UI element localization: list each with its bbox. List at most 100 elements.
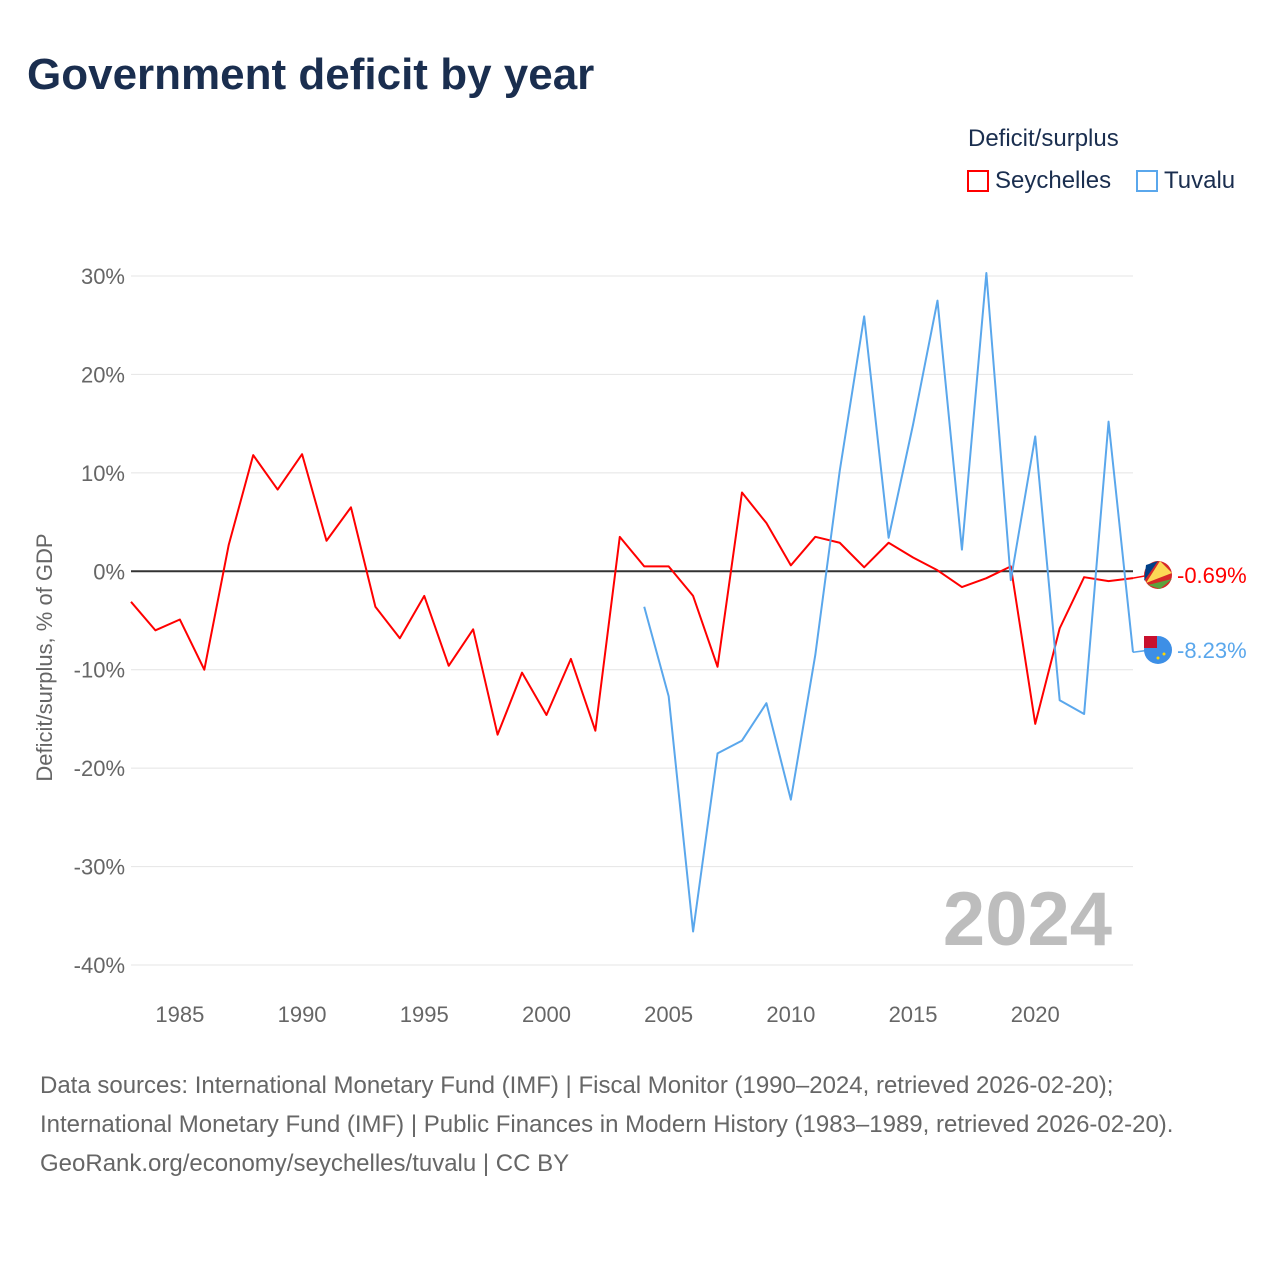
legend-swatch — [967, 170, 989, 192]
data-point — [862, 565, 866, 569]
data-point — [740, 491, 744, 495]
data-point — [202, 668, 206, 672]
data-point — [593, 729, 597, 733]
y-tick-label: 10% — [81, 461, 125, 486]
data-point — [1082, 575, 1086, 579]
data-point — [544, 713, 548, 717]
legend-swatch — [1136, 170, 1158, 192]
data-point — [398, 636, 402, 640]
data-point — [1058, 698, 1062, 702]
data-point — [520, 671, 524, 675]
y-tick-label: 0% — [93, 559, 125, 584]
data-point — [447, 664, 451, 668]
data-point — [349, 505, 353, 509]
data-point — [716, 665, 720, 669]
flag-star — [1156, 656, 1160, 660]
data-point — [887, 541, 891, 545]
data-point — [984, 576, 988, 580]
data-point — [764, 521, 768, 525]
data-point — [862, 314, 866, 318]
data-point — [716, 751, 720, 755]
data-point — [691, 594, 695, 598]
credit-link[interactable]: GeoRank.org/economy/seychelles/tuvalu | … — [40, 1150, 570, 1177]
x-tick-label: 1995 — [400, 1002, 449, 1027]
data-point — [227, 543, 231, 547]
data-point — [618, 535, 622, 539]
data-point — [1033, 722, 1037, 726]
flag-stripe — [1144, 561, 1158, 581]
data-point — [691, 930, 695, 934]
data-point — [642, 605, 646, 609]
data-point — [764, 701, 768, 705]
data-point — [642, 564, 646, 568]
data-point — [300, 452, 304, 456]
data-point — [911, 556, 915, 560]
data-point — [960, 548, 964, 552]
x-tick-label: 2005 — [644, 1002, 693, 1027]
data-point — [422, 594, 426, 598]
data-point — [1107, 579, 1111, 583]
x-tick-label: 2020 — [1011, 1002, 1060, 1027]
x-tick-label: 2015 — [889, 1002, 938, 1027]
data-point — [178, 618, 182, 622]
legend-item-tuvalu[interactable]: Tuvalu — [1136, 167, 1235, 195]
data-point — [276, 488, 280, 492]
data-point — [667, 694, 671, 698]
flag-stripe — [1146, 561, 1172, 583]
data-point — [471, 627, 475, 631]
end-value-label: -8.23% — [1177, 638, 1247, 663]
data-sources: Data sources: International Monetary Fun… — [40, 1072, 1174, 1138]
chart-title: Government deficit by year — [27, 50, 595, 99]
data-point — [325, 539, 329, 543]
y-tick-label: 20% — [81, 362, 125, 387]
y-axis-label: Deficit/surplus, % of GDP — [32, 533, 57, 781]
data-point — [1107, 420, 1111, 424]
legend-item-seychelles[interactable]: Seychelles — [967, 167, 1111, 195]
flag-star — [1162, 652, 1166, 656]
legend-label: Tuvalu — [1164, 167, 1236, 194]
data-point — [935, 568, 939, 572]
data-point — [1058, 626, 1062, 630]
data-point — [496, 733, 500, 737]
data-point — [667, 564, 671, 568]
y-tick-label: 30% — [81, 264, 125, 289]
y-tick-label: -10% — [74, 658, 125, 683]
legend-title: Deficit/surplus — [968, 125, 1119, 152]
end-value-label: -0.69% — [1177, 563, 1247, 588]
y-tick-label: -20% — [74, 756, 125, 781]
data-point — [984, 271, 988, 275]
data-point — [373, 605, 377, 609]
data-point — [838, 469, 842, 473]
series-line-seychelles — [130, 453, 1134, 736]
x-tick-label: 2010 — [766, 1002, 815, 1027]
data-point — [789, 798, 793, 802]
data-point — [129, 600, 133, 604]
legend-label: Seychelles — [995, 167, 1112, 194]
data-point — [740, 739, 744, 743]
data-point — [569, 657, 573, 661]
year-watermark: 2024 — [943, 877, 1112, 962]
data-point — [813, 653, 817, 657]
data-point — [935, 299, 939, 303]
y-tick-label: -30% — [74, 855, 125, 880]
x-tick-label: 1990 — [278, 1002, 327, 1027]
data-point — [153, 628, 157, 632]
x-tick-label: 1985 — [155, 1002, 204, 1027]
data-point — [251, 453, 255, 457]
data-point — [813, 535, 817, 539]
data-point — [911, 423, 915, 427]
data-point — [960, 585, 964, 589]
data-point — [1009, 578, 1013, 582]
data-point — [789, 563, 793, 567]
data-point — [887, 536, 891, 540]
data-point — [1082, 712, 1086, 716]
footer: Data sources: International Monetary Fun… — [40, 1066, 1240, 1183]
series-line-tuvalu — [643, 272, 1134, 933]
flag-stripe — [1148, 579, 1172, 589]
data-point — [1033, 434, 1037, 438]
flag-union — [1144, 636, 1157, 648]
data-point — [838, 541, 842, 545]
x-tick-label: 2000 — [522, 1002, 571, 1027]
y-tick-label: -40% — [74, 953, 125, 978]
